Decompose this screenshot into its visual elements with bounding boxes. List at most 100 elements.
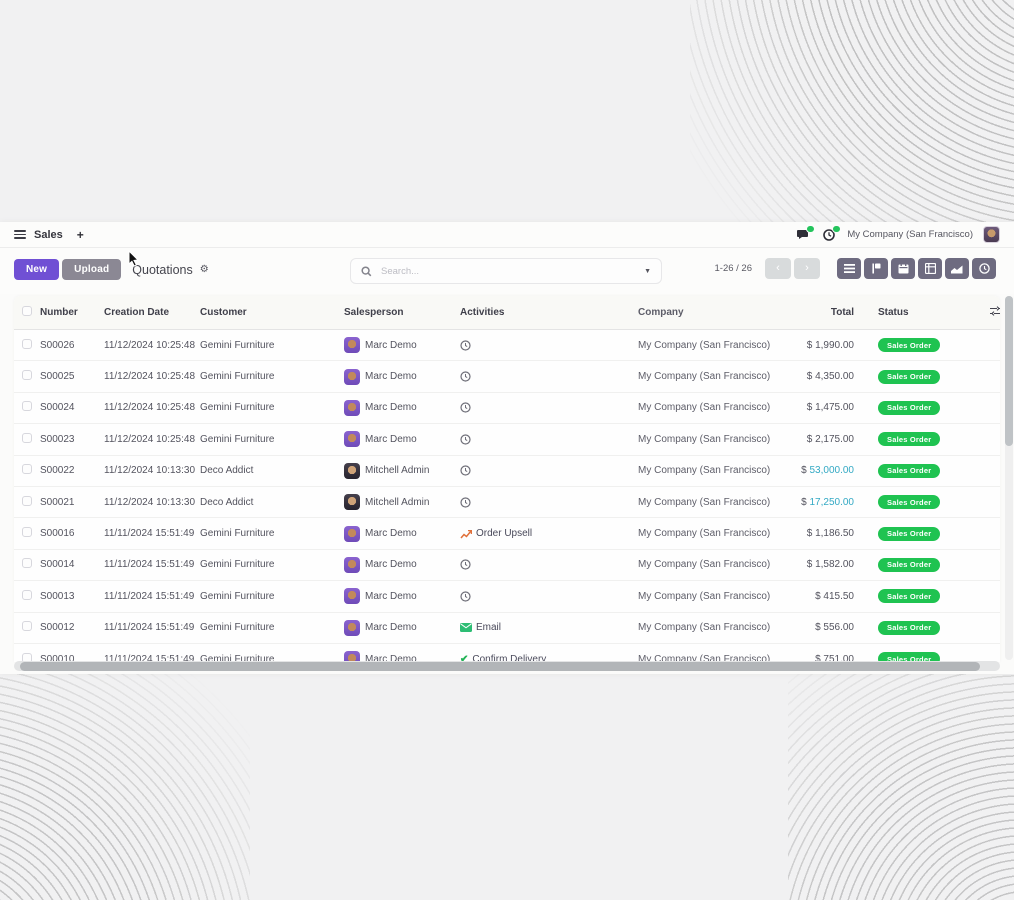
activity-clock-icon[interactable] xyxy=(460,371,471,382)
decorative-rings-bottom-right xyxy=(788,655,1014,900)
row-activity[interactable]: ✔ xyxy=(460,371,638,382)
header-customer[interactable]: Customer xyxy=(200,307,247,318)
confirm-delivery-icon[interactable]: ✔ xyxy=(460,653,469,662)
row-activity[interactable]: ✔ xyxy=(460,340,638,351)
status-badge: Sales Order xyxy=(878,495,941,510)
table-header-row: Number Creation Date Customer Salesperso… xyxy=(14,296,1000,330)
apps-menu-icon[interactable] xyxy=(14,230,26,239)
activity-clock-icon[interactable] xyxy=(460,497,471,508)
header-status[interactable]: Status xyxy=(878,307,909,318)
table-row[interactable]: S00010 11/11/2024 15:51:49 Gemini Furnit… xyxy=(14,643,1000,662)
calendar-view-icon[interactable] xyxy=(891,258,915,279)
new-button[interactable]: New xyxy=(14,259,60,280)
row-customer: Gemini Furniture xyxy=(200,402,275,414)
row-checkbox[interactable] xyxy=(22,401,32,412)
list-view-icon[interactable] xyxy=(837,258,861,279)
pager-next-button[interactable]: › xyxy=(794,258,820,279)
select-all-checkbox[interactable] xyxy=(22,306,32,316)
table-row[interactable]: S00013 11/11/2024 15:51:49 Gemini Furnit… xyxy=(14,581,1000,613)
kanban-view-icon[interactable] xyxy=(864,258,888,279)
decorative-rings-top-right xyxy=(690,0,1014,235)
activity-clock-icon[interactable] xyxy=(460,465,471,476)
table-row[interactable]: S00026 11/12/2024 10:25:48 Gemini Furnit… xyxy=(14,330,1000,362)
messages-icon[interactable] xyxy=(795,224,816,242)
row-activity[interactable]: ✔ xyxy=(460,402,638,414)
graph-view-icon[interactable] xyxy=(945,258,969,279)
salesperson-avatar xyxy=(344,337,360,354)
activity-clock-icon[interactable] xyxy=(460,402,471,414)
row-checkbox[interactable] xyxy=(22,589,32,600)
activity-clock-icon[interactable] xyxy=(460,340,471,351)
header-company[interactable]: Company xyxy=(638,307,684,318)
table-row[interactable]: S00014 11/11/2024 15:51:49 Gemini Furnit… xyxy=(14,549,1000,582)
row-total: $ 1,186.50 xyxy=(806,528,854,540)
row-activity[interactable]: ✔ Email xyxy=(460,622,638,633)
row-checkbox[interactable] xyxy=(22,370,32,381)
row-activity[interactable]: ✔ xyxy=(460,559,638,571)
pivot-view-icon[interactable] xyxy=(918,258,942,279)
email-icon[interactable] xyxy=(460,623,472,633)
row-checkbox[interactable] xyxy=(22,464,32,475)
salesperson-avatar xyxy=(344,431,360,448)
activity-clock-icon[interactable] xyxy=(460,434,471,445)
row-activity[interactable]: ✔ Order Upsell xyxy=(460,528,638,539)
table-row[interactable]: S00023 11/12/2024 10:25:48 Gemini Furnit… xyxy=(14,424,1000,456)
row-checkbox[interactable] xyxy=(22,558,32,569)
activity-label: Order Upsell xyxy=(476,528,533,540)
row-activity[interactable]: ✔ xyxy=(460,497,638,508)
row-salesperson: Marc Demo xyxy=(365,559,417,571)
header-salesperson[interactable]: Salesperson xyxy=(344,307,404,318)
header-activities[interactable]: Activities xyxy=(460,307,505,318)
row-company: My Company (San Francisco) xyxy=(638,371,771,383)
decorative-rings-bottom-left xyxy=(0,638,250,900)
activity-clock-icon[interactable] xyxy=(460,559,471,571)
row-number: S00023 xyxy=(40,433,75,445)
pager-previous-button[interactable]: ‹ xyxy=(765,258,791,279)
row-checkbox[interactable] xyxy=(22,527,32,538)
row-checkbox[interactable] xyxy=(22,495,32,506)
header-total[interactable]: Total xyxy=(830,307,854,318)
row-checkbox[interactable] xyxy=(22,338,32,349)
row-number: S00024 xyxy=(40,402,75,414)
salesperson-avatar xyxy=(344,399,360,416)
row-creation-date: 11/12/2024 10:25:48 xyxy=(104,371,196,383)
row-creation-date: 11/11/2024 15:51:49 xyxy=(104,622,195,634)
row-activity[interactable]: ✔ xyxy=(460,434,638,445)
search-dropdown-caret[interactable]: ▼ xyxy=(644,267,651,275)
table-row[interactable]: S00024 11/12/2024 10:25:48 Gemini Furnit… xyxy=(14,392,1000,425)
header-number[interactable]: Number xyxy=(40,307,78,318)
optional-columns-icon[interactable] xyxy=(990,306,1000,319)
order-upsell-icon[interactable] xyxy=(460,529,472,539)
user-avatar[interactable] xyxy=(983,226,1000,243)
activity-view-icon[interactable] xyxy=(972,258,996,279)
app-menu-sales[interactable]: Sales xyxy=(34,228,63,241)
search-input[interactable]: Search... ▼ xyxy=(350,258,662,284)
horizontal-scrollbar-thumb[interactable] xyxy=(20,661,980,671)
row-checkbox[interactable] xyxy=(22,621,32,632)
breadcrumb-quotations[interactable]: Quotations xyxy=(132,262,193,277)
row-activity[interactable]: ✔ Confirm Delivery xyxy=(460,654,638,662)
table-row[interactable]: S00022 11/12/2024 10:13:30 Deco Addict M… xyxy=(14,455,1000,487)
header-creation-date[interactable]: Creation Date xyxy=(104,307,170,318)
row-activity[interactable]: ✔ xyxy=(460,591,638,602)
horizontal-scrollbar[interactable] xyxy=(14,661,1000,671)
row-customer: Gemini Furniture xyxy=(200,433,275,445)
table-row[interactable]: S00012 11/11/2024 15:51:49 Gemini Furnit… xyxy=(14,612,1000,644)
activity-clock-icon[interactable] xyxy=(460,591,471,602)
row-creation-date: 11/11/2024 15:51:49 xyxy=(104,653,195,662)
vertical-scrollbar-thumb[interactable] xyxy=(1005,296,1013,446)
table-row[interactable]: S00016 11/11/2024 15:51:49 Gemini Furnit… xyxy=(14,518,1000,550)
salesperson-avatar xyxy=(344,462,360,479)
table-row[interactable]: S00025 11/12/2024 10:25:48 Gemini Furnit… xyxy=(14,361,1000,393)
row-checkbox[interactable] xyxy=(22,432,32,443)
activities-icon[interactable] xyxy=(821,224,842,242)
company-switcher[interactable]: My Company (San Francisco) xyxy=(847,229,973,240)
row-company: My Company (San Francisco) xyxy=(638,496,771,508)
upload-button[interactable]: Upload xyxy=(62,259,122,280)
table-row[interactable]: S00021 11/12/2024 10:13:30 Deco Addict M… xyxy=(14,486,1000,519)
new-tab-button[interactable]: + xyxy=(76,227,84,242)
view-switcher xyxy=(834,258,996,279)
row-activity[interactable]: ✔ xyxy=(460,465,638,476)
vertical-scrollbar[interactable] xyxy=(1005,296,1013,660)
action-gear-icon[interactable]: ⚙ xyxy=(199,264,209,275)
